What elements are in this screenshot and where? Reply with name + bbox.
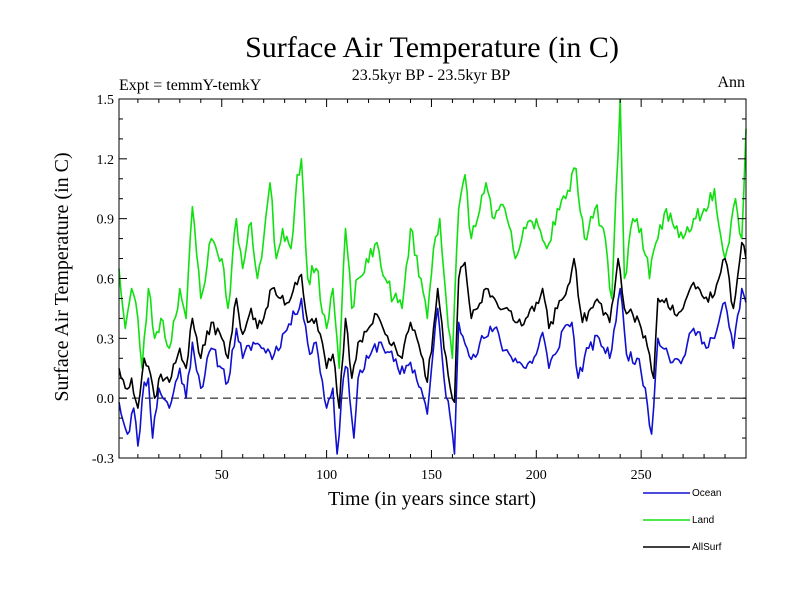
y-axis-label: Surface Air Temperature (in C): [51, 152, 73, 401]
experiment-label: Expt = temmY-temkY: [119, 77, 262, 94]
axis-ticks: 50 100 150 200 250 -0.3 0.0 0.3 0.6 0.9 1.2 1.5: [92, 93, 746, 483]
series-lines: [118, 98, 747, 455]
legend-label-allsurf: AllSurf: [692, 542, 722, 553]
x-tick-label: 50: [215, 468, 229, 483]
series-line-allsurf: [118, 241, 747, 409]
y-tick-label: 0.0: [97, 392, 115, 407]
series-line-land: [118, 98, 747, 370]
legend: Ocean Land AllSurf: [643, 488, 722, 553]
y-tick-label: 0.3: [97, 332, 115, 347]
x-tick-label: 250: [631, 468, 652, 483]
y-tick-label: -0.3: [92, 452, 114, 467]
y-tick-label: 1.5: [97, 93, 115, 108]
x-axis-label: Time (in years since start): [328, 488, 536, 510]
season-label: Ann: [717, 74, 745, 91]
legend-label-ocean: Ocean: [692, 488, 721, 499]
x-tick-label: 100: [316, 468, 337, 483]
y-tick-label: 0.9: [97, 213, 115, 228]
y-tick-label: 0.6: [97, 273, 115, 288]
x-tick-label: 150: [421, 468, 442, 483]
chart-title: Surface Air Temperature (in C): [245, 31, 619, 64]
chart-subtitle: 23.5kyr BP - 23.5kyr BP: [352, 67, 511, 84]
legend-label-land: Land: [692, 515, 714, 526]
y-tick-label: 1.2: [97, 153, 115, 168]
x-tick-label: 200: [526, 468, 547, 483]
series-line-ocean: [118, 287, 747, 455]
plot-frame: [118, 98, 747, 459]
